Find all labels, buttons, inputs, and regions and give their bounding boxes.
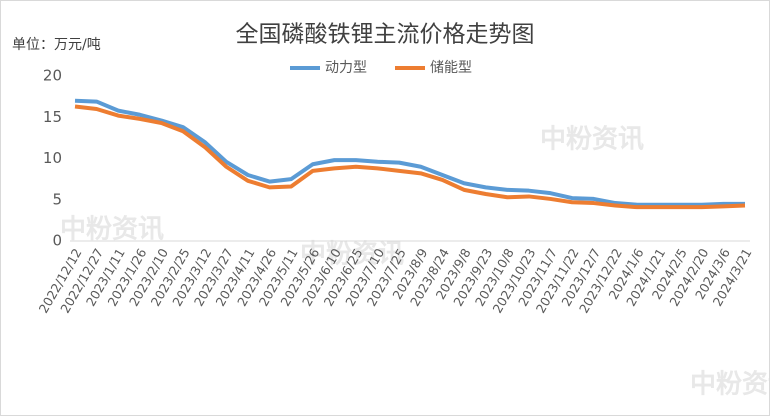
chart-title: 全国磷酸铁锂主流价格走势图 [236, 22, 535, 48]
y-tick-label: 5 [52, 190, 62, 208]
y-tick-label: 10 [43, 149, 62, 167]
y-tick-label: 20 [43, 67, 62, 85]
watermark: 中粉资讯 [60, 215, 164, 245]
line-series [74, 98, 745, 207]
watermark: 中粉资讯 [540, 125, 644, 155]
legend-label: 动力型 [325, 60, 367, 76]
y-tick-label: 15 [43, 108, 62, 126]
line-series [74, 104, 746, 210]
y-tick-label: 0 [52, 232, 62, 250]
legend-label: 储能型 [430, 60, 472, 76]
watermark: 中粉资讯 [300, 240, 404, 270]
y-axis-label: 单位：万元/吨 [12, 37, 101, 53]
watermark: 中粉资讯 [690, 370, 770, 400]
